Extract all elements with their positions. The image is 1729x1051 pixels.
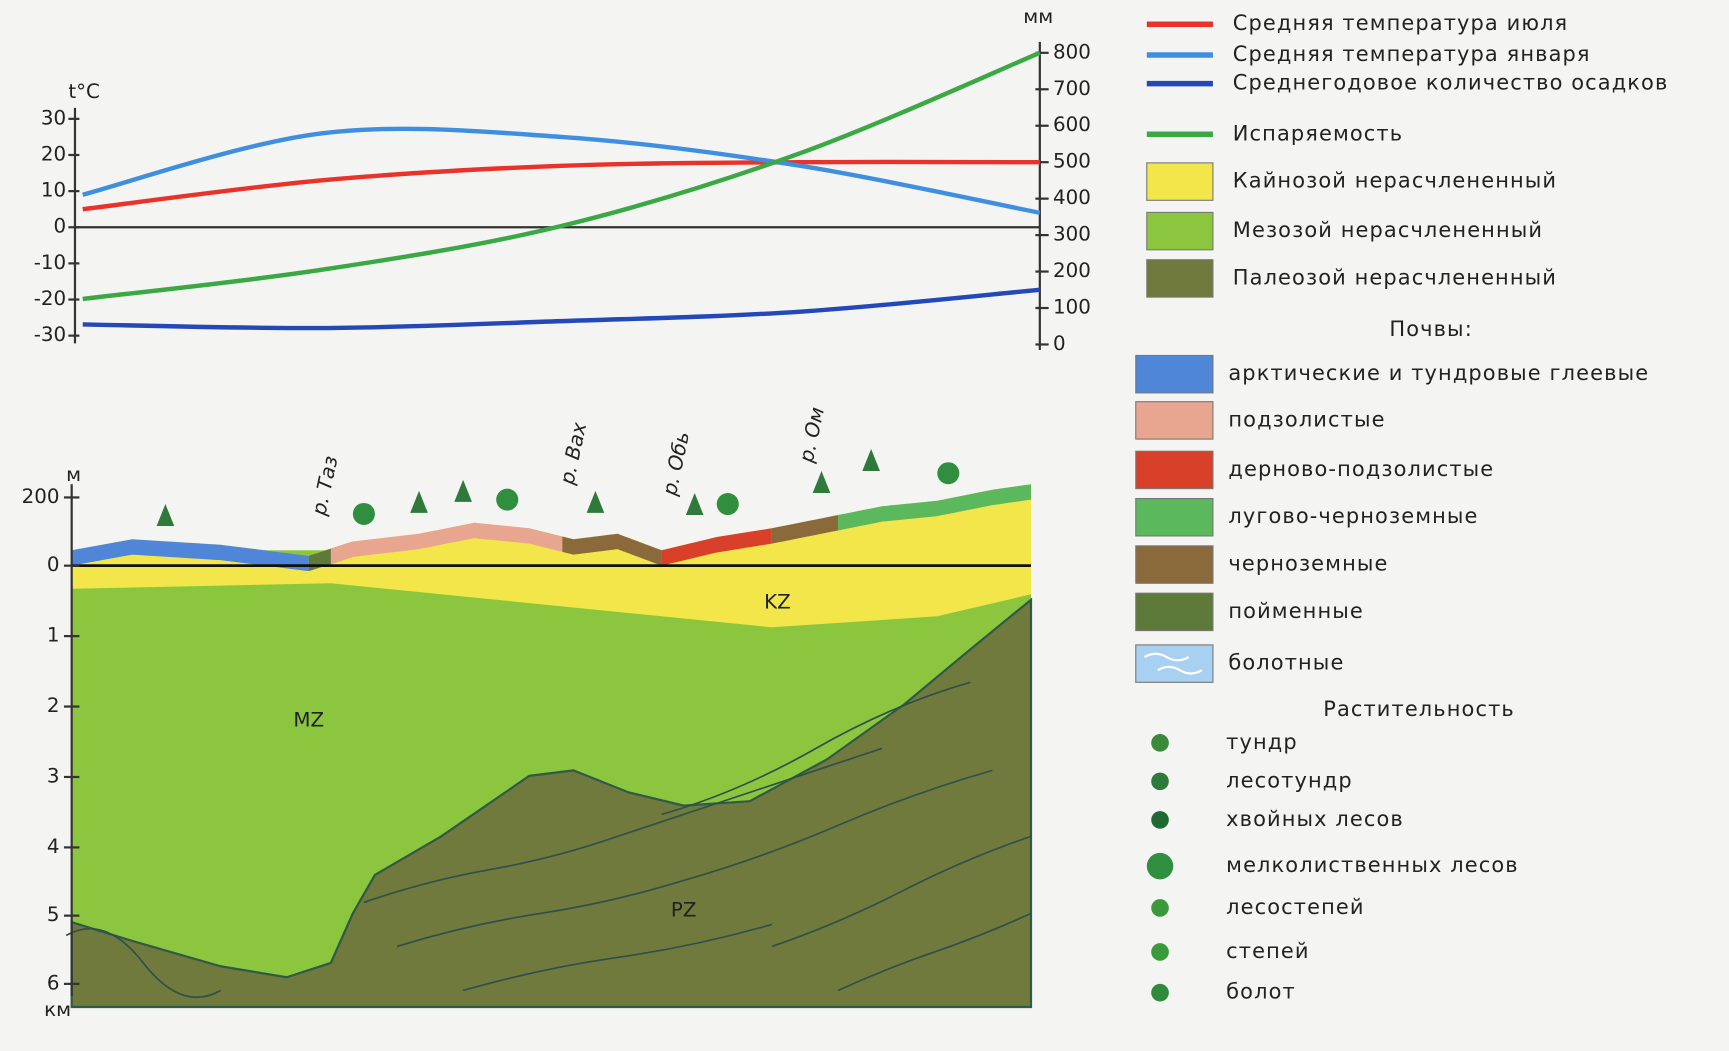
vegetation-icon <box>1151 773 1169 791</box>
soil-swatch <box>1136 499 1213 536</box>
y2-tick-label: 800 <box>1053 40 1091 63</box>
y2-tick-label: 500 <box>1053 150 1091 173</box>
y-tick-label: 0 <box>54 215 67 238</box>
layer-label: PZ <box>671 899 697 922</box>
vegetation-icon <box>496 489 518 511</box>
y2-tick-label: 0 <box>1053 332 1066 355</box>
y-tick-label: 20 <box>41 143 66 166</box>
soil-label: подзолистые <box>1228 407 1385 431</box>
soil-label: лугово-черноземные <box>1228 504 1478 528</box>
soil-swatch <box>1136 355 1213 392</box>
y2-tick-label: 200 <box>1053 259 1091 282</box>
soil-label: арктические и тундровые глеевые <box>1228 361 1649 385</box>
depth-label: 1 <box>47 624 60 647</box>
legend-label: Среднегодовое количество осадков <box>1233 71 1669 95</box>
soil-label: дерново-подзолистые <box>1228 457 1494 481</box>
depth-label: 0 <box>47 553 60 576</box>
geology-label: Кайнозой нерасчлененный <box>1233 169 1557 193</box>
depth-label: 200 <box>22 485 60 508</box>
vegetation-icon <box>1151 734 1169 752</box>
y-tick-label: 10 <box>41 179 66 202</box>
geology-swatch <box>1147 260 1213 297</box>
vegetation-label: болот <box>1226 980 1296 1004</box>
depth-label: 3 <box>47 764 60 787</box>
y2-tick-label: 400 <box>1053 186 1091 209</box>
layer-label: MZ <box>293 708 324 731</box>
soil-swatch <box>1136 546 1213 583</box>
y2-tick-label: 300 <box>1053 223 1091 246</box>
soil-swatch <box>1136 593 1213 630</box>
y-tick-label: -20 <box>34 287 66 310</box>
geology-label: Мезозой нерасчлененный <box>1233 218 1543 242</box>
legend-label: Средняя температура января <box>1233 42 1591 66</box>
soil-swatch <box>1136 645 1213 682</box>
layer-label: KZ <box>764 591 791 614</box>
page: t°Cмм3020100-10-20-308007006005004003002… <box>0 0 1729 1051</box>
y-tick-label: -10 <box>34 251 66 274</box>
soil-label: черноземные <box>1228 552 1388 576</box>
vegetation-icon <box>353 503 375 525</box>
vegetation-icon <box>937 462 959 484</box>
soil-swatch <box>1136 451 1213 488</box>
y-axis-label: t°C <box>68 80 100 103</box>
figure: t°Cмм3020100-10-20-308007006005004003002… <box>0 0 1729 1051</box>
depth-label: 4 <box>47 835 60 858</box>
vegetation-icon <box>1151 899 1169 917</box>
vegetation-icon <box>1147 853 1173 879</box>
depth-label: 6 <box>47 971 60 994</box>
y-tick-label: -30 <box>34 323 66 346</box>
legend-label: Испаряемость <box>1233 121 1403 145</box>
vegetation-label: хвойных лесов <box>1226 807 1404 831</box>
vegetation-label: лесостепей <box>1226 895 1364 919</box>
depth-unit: км <box>44 998 71 1021</box>
elevation-unit: м <box>66 463 81 486</box>
y2-tick-label: 600 <box>1053 113 1091 136</box>
depth-label: 5 <box>47 903 60 926</box>
soil-label: болотные <box>1228 651 1344 675</box>
depth-label: 2 <box>47 694 60 717</box>
vegetation-label: тундр <box>1226 730 1298 754</box>
vegetation-title: Растительность <box>1323 697 1515 721</box>
geology-swatch <box>1147 212 1213 249</box>
y2-axis-label: мм <box>1023 5 1053 28</box>
vegetation-label: степей <box>1226 939 1309 963</box>
y-tick-label: 30 <box>41 106 66 129</box>
y2-tick-label: 700 <box>1053 77 1091 100</box>
vegetation-icon <box>1151 943 1169 961</box>
vegetation-icon <box>717 493 739 515</box>
vegetation-icon <box>1151 984 1169 1002</box>
vegetation-icon <box>1151 811 1169 829</box>
legend-label: Средняя температура июля <box>1233 11 1568 35</box>
geology-label: Палеозой нерасчлененный <box>1233 265 1557 289</box>
soil-swatch <box>1136 402 1213 439</box>
vegetation-label: мелколиственных лесов <box>1226 853 1519 877</box>
soil-label: пойменные <box>1228 599 1364 623</box>
vegetation-label: лесотундр <box>1226 768 1353 792</box>
soils-title: Почвы: <box>1389 317 1472 341</box>
geology-swatch <box>1147 163 1213 200</box>
y2-tick-label: 100 <box>1053 296 1091 319</box>
